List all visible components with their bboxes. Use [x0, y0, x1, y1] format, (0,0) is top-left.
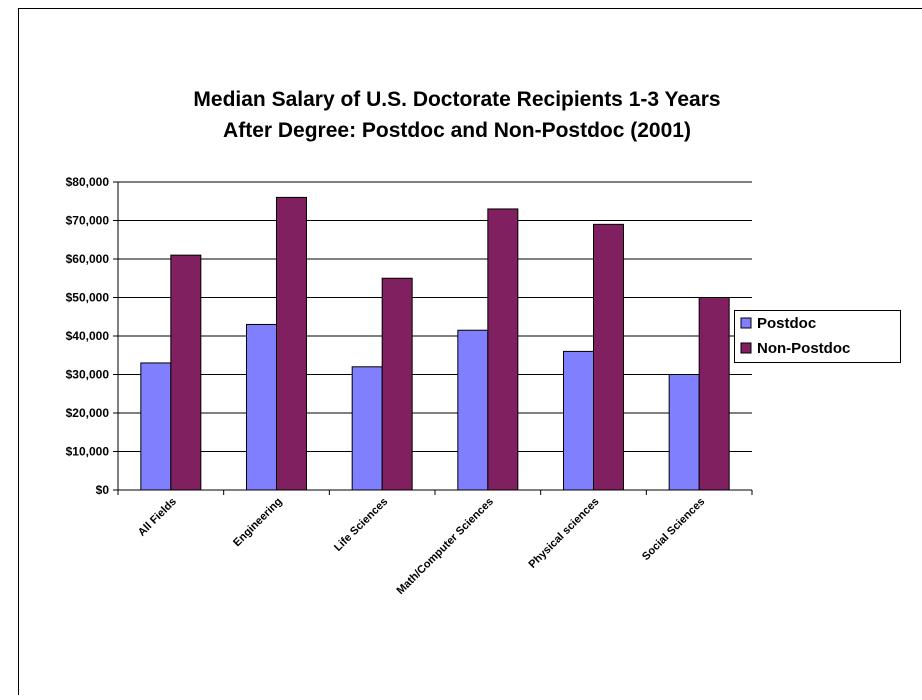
- y-tick-label: $20,000: [66, 406, 110, 420]
- chart-title: Median Salary of U.S. Doctorate Recipien…: [193, 88, 720, 142]
- y-tick-label: $40,000: [66, 329, 110, 343]
- x-tick-label: Life Sciences: [332, 496, 390, 554]
- bar: [277, 197, 307, 490]
- chart-title-line: After Degree: Postdoc and Non-Postdoc (2…: [223, 119, 691, 142]
- bar: [171, 255, 201, 490]
- bar: [382, 278, 412, 490]
- bar: [141, 363, 171, 490]
- chart-title-line: Median Salary of U.S. Doctorate Recipien…: [193, 88, 720, 111]
- bar: [669, 375, 699, 491]
- legend-label: Postdoc: [757, 315, 816, 332]
- legend: Postdoc Non-Postdoc: [735, 311, 901, 363]
- bar: [352, 367, 382, 490]
- y-tick-label: $30,000: [66, 368, 110, 382]
- y-tick-label: $80,000: [66, 175, 110, 189]
- bar: [699, 298, 729, 491]
- y-tick-label: $0: [96, 483, 110, 497]
- y-tick-label: $60,000: [66, 252, 110, 266]
- x-tick-label: Engineering: [231, 496, 284, 549]
- legend-swatch: [741, 343, 751, 353]
- legend-swatch: [741, 318, 751, 328]
- bar: [594, 224, 624, 490]
- bar: [488, 209, 518, 490]
- legend-label: Non-Postdoc: [757, 340, 850, 357]
- y-tick-label: $50,000: [66, 291, 110, 305]
- x-tick-label: Physical sciences: [527, 496, 602, 571]
- x-tick-label: Math/Computer Sciences: [395, 496, 496, 597]
- x-tick-label: Social Sciences: [640, 496, 707, 563]
- y-tick-label: $10,000: [66, 445, 110, 459]
- bar: [247, 324, 277, 490]
- y-tick-label: $70,000: [66, 214, 110, 228]
- x-tick-label: All Fields: [136, 496, 179, 539]
- bar: [458, 330, 488, 490]
- bar: [564, 351, 594, 490]
